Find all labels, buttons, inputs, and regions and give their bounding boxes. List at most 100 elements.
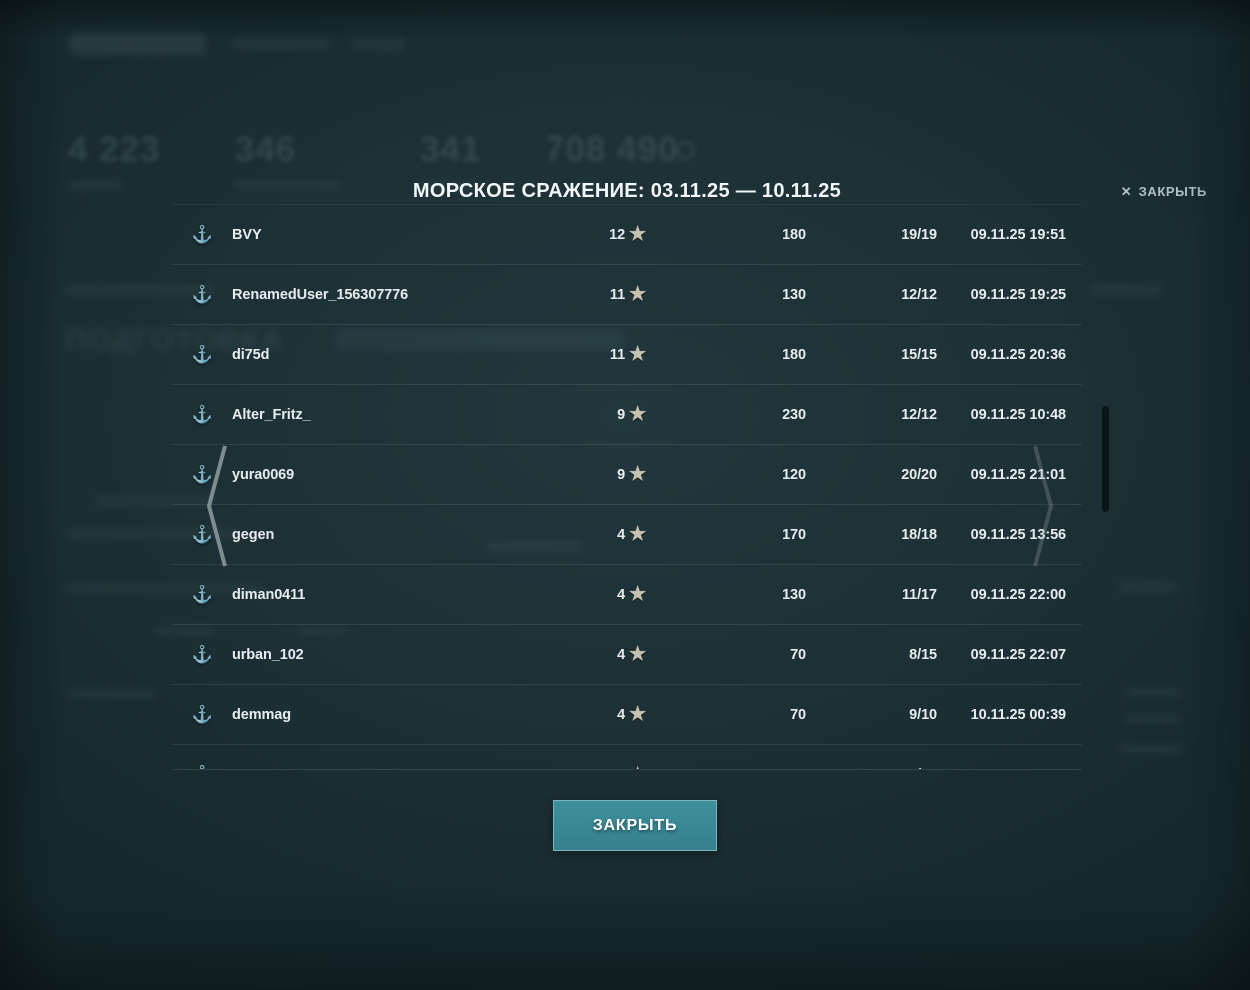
progress-value: 18/18 <box>901 526 937 543</box>
table-row[interactable]: ⚓ SVYKVAFTU 4 ★ 240 8/14 10.11.25 00:57 <box>172 745 1082 770</box>
close-top-button[interactable]: ✕ ЗАКРЫТЬ <box>1121 184 1207 199</box>
player-name: di75d <box>232 346 270 363</box>
rank-icon-cell: ⚓ <box>172 645 232 665</box>
stars-count: 11 <box>609 346 626 363</box>
progress-value: 11/17 <box>902 586 937 603</box>
stars-cell: 11 ★ <box>436 285 646 304</box>
chevron-left-icon <box>206 445 227 567</box>
player-name: urban_102 <box>232 646 304 663</box>
date-value: 09.11.25 13:56 <box>970 526 1066 543</box>
star-icon: ★ <box>629 704 646 725</box>
player-name: yura0069 <box>232 466 295 483</box>
table-row[interactable]: ⚓ demmag 4 ★ 70 9/10 10.11.25 00:39 <box>172 685 1082 745</box>
rank-icon-cell: ⚓ <box>172 765 232 769</box>
background-stat-label <box>68 181 123 190</box>
table-row[interactable]: ⚓ diman0411 4 ★ 130 11/17 09.11.25 22:00 <box>172 565 1082 625</box>
star-icon: ★ <box>629 584 646 605</box>
page-next-button[interactable] <box>1031 443 1057 569</box>
points-value: 180 <box>782 226 806 243</box>
anchor-icon: ⚓ <box>191 404 213 424</box>
modal-title: МОРСКОЕ СРАЖЕНИЕ: 03.11.25 — 10.11.25 <box>412 180 842 202</box>
stars-cell: 4 ★ <box>436 705 646 724</box>
stars-count: 4 <box>617 706 626 723</box>
stars-count: 4 <box>617 646 626 663</box>
anchor-icon: ⚓ <box>191 704 213 724</box>
table-row[interactable]: ⚓ di75d 11 ★ 180 15/15 09.11.25 20:36 <box>172 325 1082 385</box>
stars-count: 4 <box>617 526 626 543</box>
background-caption <box>1092 285 1162 295</box>
date-value: 09.11.25 22:00 <box>970 586 1066 603</box>
background-text <box>65 689 155 698</box>
rank-icon-cell: ⚓ <box>172 705 232 725</box>
star-icon: ★ <box>629 284 646 305</box>
leaderboard-rows: ⚓ BVY 12 ★ 180 19/19 09.11.25 19:51 ⚓ Re… <box>172 205 1082 770</box>
stars-cell: 12 ★ <box>436 225 646 244</box>
table-row[interactable]: ⚓ gegen 4 ★ 170 18/18 09.11.25 13:56 <box>172 505 1082 565</box>
table-row[interactable]: ⚓ urban_102 4 ★ 70 8/15 09.11.25 22:07 <box>172 625 1082 685</box>
progress-value: 8/15 <box>909 646 937 663</box>
background-tab <box>352 38 404 50</box>
progress-value: 12/12 <box>901 286 937 303</box>
background-text <box>1118 582 1178 592</box>
stars-cell: 4 ★ <box>436 766 646 770</box>
date-value: 10.11.25 00:39 <box>970 706 1066 723</box>
leaderboard-table: ⚓ BVY 12 ★ 180 19/19 09.11.25 19:51 ⚓ Re… <box>172 204 1082 770</box>
points-value: 70 <box>790 706 806 723</box>
background-stat-value: 4 223 <box>68 130 161 169</box>
date-value: 09.11.25 10:48 <box>970 406 1066 423</box>
chevron-right-icon <box>1033 445 1054 567</box>
background-stat-value: 346 <box>235 130 297 169</box>
points-value: 230 <box>782 406 806 423</box>
player-name: diman0411 <box>232 586 306 603</box>
progress-value: 8/14 <box>806 767 937 769</box>
player-name: Alter_Fritz_ <box>232 406 311 423</box>
player-name: demmag <box>232 706 292 723</box>
star-icon: ★ <box>629 524 646 545</box>
player-name: gegen <box>232 526 275 543</box>
player-name: RenamedUser_156307776 <box>232 286 409 303</box>
player-name: SVYKVAFTU <box>232 767 436 769</box>
player-name: BVY <box>232 226 262 243</box>
points-value: 240 <box>646 767 806 769</box>
star-icon: ★ <box>629 766 646 770</box>
points-value: 130 <box>782 586 806 603</box>
star-icon: ★ <box>629 404 646 425</box>
date-value: 09.11.25 19:25 <box>970 286 1066 303</box>
background-tab-active <box>70 32 205 55</box>
background-text <box>1125 714 1180 724</box>
star-icon: ★ <box>629 224 646 245</box>
points-value: 180 <box>782 346 806 363</box>
background-text <box>1118 744 1183 754</box>
rank-icon-cell: ⚓ <box>172 585 232 605</box>
stars-cell: 4 ★ <box>436 525 646 544</box>
table-row[interactable]: ⚓ Alter_Fritz_ 9 ★ 230 12/12 09.11.25 10… <box>172 385 1082 445</box>
background-text <box>1125 687 1180 697</box>
date-value: 10.11.25 00:57 <box>937 767 1082 769</box>
progress-value: 9/10 <box>909 706 937 723</box>
rank-icon-cell: ⚓ <box>172 405 232 425</box>
anchor-icon: ⚓ <box>191 224 213 244</box>
background-stat-value: 708 490 <box>545 130 679 169</box>
background-currency-icon <box>676 141 695 160</box>
scrollbar-thumb[interactable] <box>1102 406 1109 512</box>
table-row[interactable]: ⚓ yura0069 9 ★ 120 20/20 09.11.25 21:01 <box>172 445 1082 505</box>
anchor-icon: ⚓ <box>191 344 213 364</box>
stars-count: 11 <box>609 286 626 303</box>
rank-icon-cell: ⚓ <box>172 225 232 245</box>
stars-count: 9 <box>617 466 626 483</box>
date-value: 09.11.25 20:36 <box>970 346 1066 363</box>
table-row[interactable]: ⚓ RenamedUser_156307776 11 ★ 130 12/12 0… <box>172 265 1082 325</box>
date-value: 09.11.25 21:01 <box>970 466 1066 483</box>
anchor-icon: ⚓ <box>191 765 212 769</box>
stars-count: 12 <box>609 226 626 243</box>
table-row[interactable]: ⚓ BVY 12 ★ 180 19/19 09.11.25 19:51 <box>172 205 1082 265</box>
date-value: 09.11.25 22:07 <box>970 646 1066 663</box>
close-button[interactable]: ЗАКРЫТЬ <box>553 800 717 851</box>
page-previous-button[interactable] <box>203 443 229 569</box>
rank-icon-cell: ⚓ <box>172 285 232 305</box>
anchor-icon: ⚓ <box>191 644 213 664</box>
points-value: 130 <box>782 286 806 303</box>
stars-cell: 9 ★ <box>436 465 646 484</box>
stars-count: 4 <box>617 767 625 769</box>
